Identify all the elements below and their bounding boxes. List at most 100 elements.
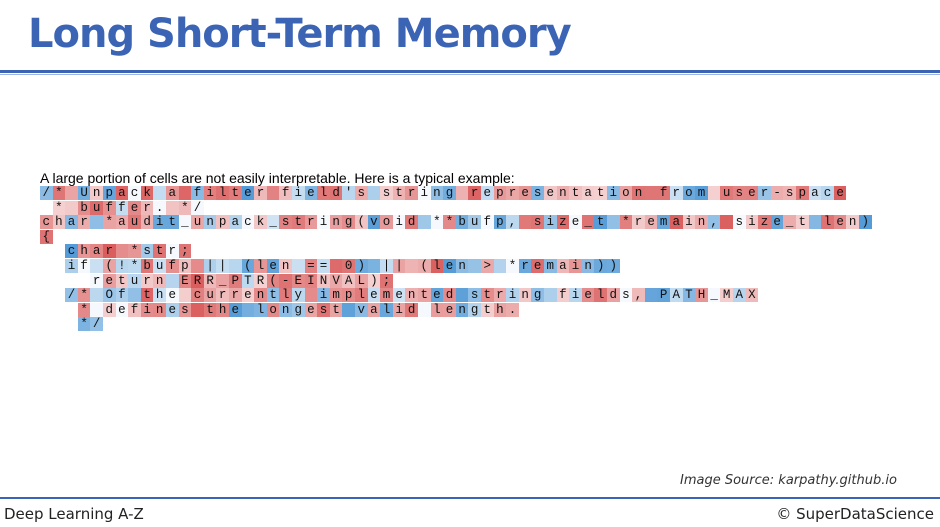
code-char: e <box>581 288 595 303</box>
code-char: _ <box>581 215 595 230</box>
title-underline <box>0 70 940 73</box>
code-char: z <box>758 215 771 230</box>
code-char <box>53 288 66 302</box>
footer-divider <box>0 497 940 499</box>
title-underline-thin <box>0 74 940 75</box>
code-char: u <box>468 215 481 230</box>
code-char: r <box>77 215 91 230</box>
code-char: z <box>556 215 570 230</box>
code-char: i <box>317 288 330 303</box>
code-char <box>241 302 255 317</box>
code-char: s <box>783 186 796 200</box>
code-char: O <box>103 288 116 303</box>
code-char: t <box>203 302 217 317</box>
code-char: e <box>430 288 444 303</box>
code-char: s <box>531 186 544 200</box>
code-char: r <box>405 186 418 200</box>
code-char: i <box>153 215 166 230</box>
code-char: - <box>770 186 784 200</box>
code-char: e <box>481 186 494 200</box>
code-char: e <box>644 215 658 230</box>
code-char: * <box>52 186 66 200</box>
code-char: f <box>166 259 179 273</box>
code-char: _ <box>178 215 192 230</box>
code-char: i <box>317 215 330 230</box>
code-char <box>78 274 91 288</box>
code-char: n <box>329 215 343 230</box>
code-char: r <box>103 244 116 259</box>
code-char: ) <box>355 259 368 273</box>
code-char: d <box>103 302 116 317</box>
code-char: ! <box>115 259 129 273</box>
code-char <box>418 302 431 317</box>
code-char: 0 <box>342 259 355 273</box>
code-char <box>178 186 192 200</box>
code-char: e <box>103 273 116 288</box>
code-char: u <box>153 259 166 273</box>
code-char <box>191 259 204 273</box>
code-char: * <box>506 259 519 273</box>
code-char: a <box>670 215 683 230</box>
code-char <box>455 186 469 200</box>
footer-copyright: © SuperDataScience <box>776 505 934 523</box>
code-char: p <box>342 288 355 303</box>
code-char: H <box>695 288 708 303</box>
code-char: n <box>846 215 859 230</box>
code-char: g <box>443 186 456 200</box>
code-char: / <box>65 288 78 303</box>
code-char: v <box>355 302 368 317</box>
code-char: / <box>40 186 53 200</box>
code-char: u <box>720 186 733 200</box>
code-char: T <box>241 273 255 288</box>
code-char <box>53 274 66 288</box>
code-char: o <box>682 186 696 200</box>
code-char: g <box>468 302 481 317</box>
code-char <box>40 274 53 288</box>
code-char: c <box>40 215 53 230</box>
code-char: P <box>229 273 242 288</box>
code-char: f <box>128 302 141 317</box>
code-char: c <box>241 215 255 230</box>
code-char: s <box>178 302 192 317</box>
code-char: m <box>380 288 393 303</box>
code-char <box>707 186 721 200</box>
code-char <box>115 244 129 259</box>
code-char: s <box>355 186 368 200</box>
code-char: , <box>632 288 645 303</box>
code-char: f <box>556 288 570 303</box>
code-char: c <box>65 244 78 259</box>
code-char: g <box>292 302 305 317</box>
code-char: | <box>216 259 229 273</box>
code-char: r <box>518 259 532 273</box>
code-char: r <box>304 215 318 230</box>
code-char: b <box>455 215 469 230</box>
code-char: i <box>292 186 305 200</box>
code-char <box>178 288 192 303</box>
code-char: r <box>140 200 154 215</box>
code-char <box>304 288 318 303</box>
code-char: n <box>455 302 469 317</box>
code-char: i <box>65 259 78 273</box>
code-char: f <box>115 200 129 215</box>
code-char <box>367 259 381 273</box>
code-char: g <box>531 288 544 303</box>
code-char <box>342 302 355 317</box>
code-char: r <box>90 273 103 288</box>
code-char: , <box>707 215 721 230</box>
code-char: k <box>254 215 267 230</box>
code-char <box>53 244 66 258</box>
code-char: s <box>619 288 633 303</box>
code-char: * <box>619 215 633 230</box>
code-char: u <box>128 215 141 230</box>
visualization-caption: A large portion of cells are not easily … <box>40 170 515 186</box>
code-char: d <box>329 186 343 200</box>
code-char: d <box>140 215 154 230</box>
code-char: p <box>216 215 229 230</box>
code-char: e <box>128 200 141 215</box>
code-char: L <box>355 273 368 288</box>
code-char: n <box>632 186 645 200</box>
code-char: k <box>140 186 154 200</box>
code-char: d <box>405 302 418 317</box>
code-char: e <box>392 288 406 303</box>
code-char: s <box>317 302 330 317</box>
